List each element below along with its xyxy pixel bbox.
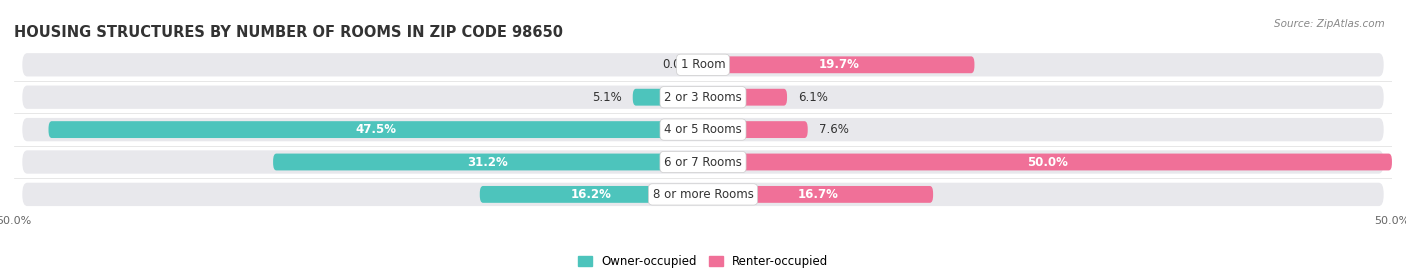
- Text: HOUSING STRUCTURES BY NUMBER OF ROOMS IN ZIP CODE 98650: HOUSING STRUCTURES BY NUMBER OF ROOMS IN…: [14, 25, 562, 40]
- Text: 19.7%: 19.7%: [818, 58, 859, 71]
- FancyBboxPatch shape: [22, 150, 1384, 174]
- FancyBboxPatch shape: [703, 56, 974, 73]
- FancyBboxPatch shape: [633, 89, 703, 106]
- Text: 6 or 7 Rooms: 6 or 7 Rooms: [664, 156, 742, 168]
- Text: 47.5%: 47.5%: [356, 123, 396, 136]
- Text: 8 or more Rooms: 8 or more Rooms: [652, 188, 754, 201]
- Legend: Owner-occupied, Renter-occupied: Owner-occupied, Renter-occupied: [572, 250, 834, 270]
- Text: 1 Room: 1 Room: [681, 58, 725, 71]
- Text: 7.6%: 7.6%: [818, 123, 849, 136]
- Text: 0.0%: 0.0%: [662, 58, 692, 71]
- Text: 4 or 5 Rooms: 4 or 5 Rooms: [664, 123, 742, 136]
- FancyBboxPatch shape: [703, 186, 934, 203]
- FancyBboxPatch shape: [48, 121, 703, 138]
- FancyBboxPatch shape: [22, 86, 1384, 109]
- Text: 31.2%: 31.2%: [468, 156, 509, 168]
- FancyBboxPatch shape: [22, 183, 1384, 206]
- Text: 6.1%: 6.1%: [799, 91, 828, 104]
- FancyBboxPatch shape: [22, 53, 1384, 76]
- FancyBboxPatch shape: [703, 121, 807, 138]
- Text: Source: ZipAtlas.com: Source: ZipAtlas.com: [1274, 19, 1385, 29]
- Text: 5.1%: 5.1%: [592, 91, 621, 104]
- Text: 2 or 3 Rooms: 2 or 3 Rooms: [664, 91, 742, 104]
- FancyBboxPatch shape: [273, 154, 703, 170]
- Text: 16.2%: 16.2%: [571, 188, 612, 201]
- FancyBboxPatch shape: [479, 186, 703, 203]
- FancyBboxPatch shape: [703, 89, 787, 106]
- FancyBboxPatch shape: [22, 118, 1384, 141]
- FancyBboxPatch shape: [703, 154, 1392, 170]
- Text: 50.0%: 50.0%: [1026, 156, 1069, 168]
- Text: 16.7%: 16.7%: [797, 188, 838, 201]
